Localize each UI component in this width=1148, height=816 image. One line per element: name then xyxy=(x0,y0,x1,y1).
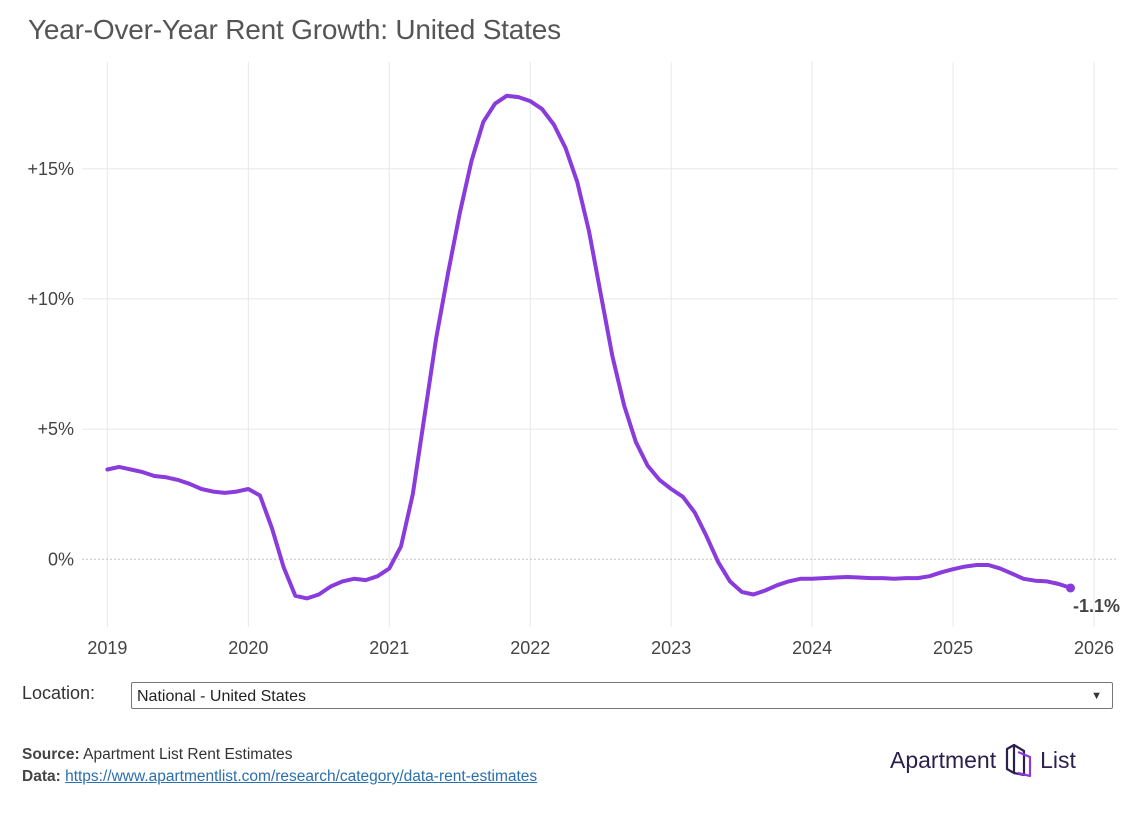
last-value-label: -1.1% xyxy=(1073,596,1120,616)
series-line-0 xyxy=(105,93,1073,601)
line-chart: 0%+5%+10%+15% 2019 2020 2021 2022 2023 2024 20… xyxy=(27,62,1120,658)
location-select-value: National - United States xyxy=(137,688,306,705)
data-label: Data: xyxy=(22,768,61,785)
x-tick-label: 2025 xyxy=(933,638,973,658)
building-logo-icon xyxy=(1006,743,1032,777)
source-label: Source: xyxy=(22,746,80,763)
data-link[interactable]: https://www.apartmentlist.com/research/c… xyxy=(65,768,538,785)
y-tick-label: +10% xyxy=(27,289,74,309)
x-tick-label: 2021 xyxy=(369,638,409,658)
series-group: -1.1% xyxy=(105,93,1120,616)
source-note: Source: Apartment List Rent Estimates Da… xyxy=(22,744,537,788)
x-tick-label: 2023 xyxy=(651,638,691,658)
last-point-marker xyxy=(1065,583,1075,593)
y-tick-label: 0% xyxy=(48,549,74,569)
x-tick-label: 2024 xyxy=(792,638,832,658)
location-label: Location: xyxy=(22,683,96,703)
y-gridlines xyxy=(82,168,1118,560)
x-gridlines xyxy=(106,62,1095,627)
source-text: Apartment List Rent Estimates xyxy=(83,746,293,763)
x-tick-label: 2020 xyxy=(228,638,268,658)
dropdown-arrow-icon: ▼ xyxy=(1091,690,1102,702)
x-tick-label: 2026 xyxy=(1074,638,1114,658)
brand-word-apartment: Apartment xyxy=(890,746,997,773)
chart-title: Year-Over-Year Rent Growth: United State… xyxy=(28,14,561,45)
apartment-list-logo: Apartment List xyxy=(890,743,1076,777)
y-tick-label: +15% xyxy=(27,159,74,179)
y-axis-ticks: 0% +5% +10% +15% xyxy=(27,159,74,570)
location-select[interactable]: National - United States ▼ xyxy=(131,682,1113,709)
brand-word-list: List xyxy=(1040,746,1076,773)
x-tick-label: 2019 xyxy=(87,638,127,658)
x-axis-ticks: 2019 2020 2021 2022 2023 2024 2025 2026 xyxy=(87,638,1114,658)
x-tick-label: 2022 xyxy=(510,638,550,658)
y-tick-label: +5% xyxy=(37,419,74,439)
